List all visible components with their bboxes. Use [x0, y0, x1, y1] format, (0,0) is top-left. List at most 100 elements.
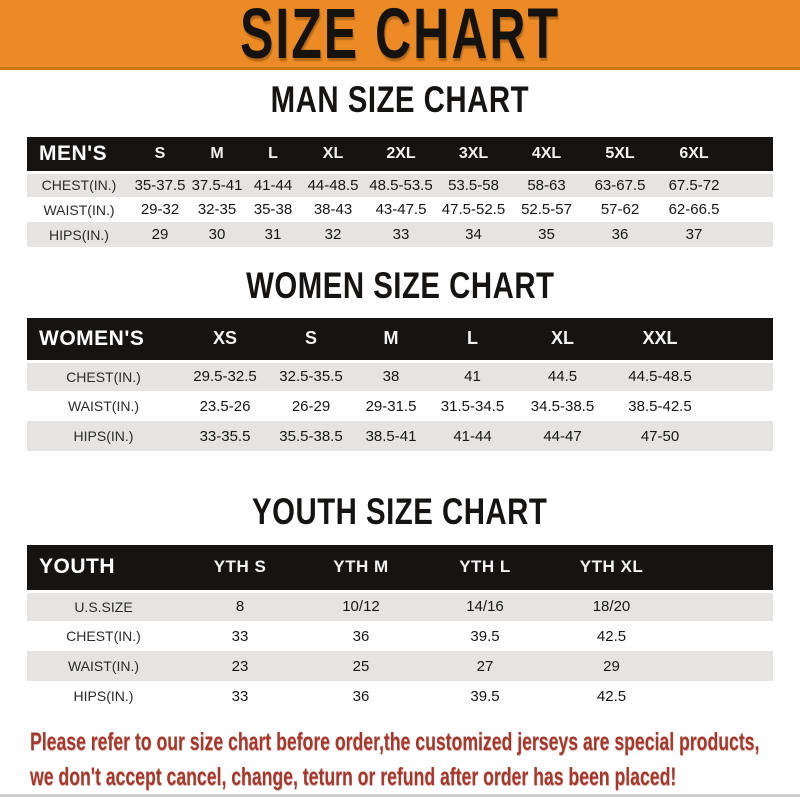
table-row: CHEST(IN.) 29.5-32.5 32.5-35.5 38 41 44.5 44.5…	[27, 361, 773, 391]
youth-section-title: YOUTH SIZE CHART	[0, 492, 800, 532]
size-value: 33	[231, 627, 249, 645]
size-value: 47.5-52.5	[441, 201, 506, 218]
size-value: 39.5	[470, 687, 500, 705]
row-label: U.S.SIZE	[74, 598, 133, 615]
row-label: WAIST(IN.)	[67, 398, 140, 414]
man-section-title-text: MAN SIZE CHART	[270, 80, 530, 121]
size-value: 62-66.5	[668, 201, 720, 218]
youth-section-title-text: YOUTH SIZE CHART	[252, 492, 548, 533]
youth-size-table: YOUTH YTH S YTH M YTH L YTH XL U.S.SIZE 8 10/12…	[27, 545, 773, 711]
size-value: 38	[382, 368, 400, 386]
size-value: 31.5-34.5	[440, 397, 505, 415]
size-value: 48.5-53.5	[369, 176, 433, 194]
row-spacer	[731, 197, 773, 222]
size-value: 58-63	[527, 176, 566, 194]
column-header: S	[304, 328, 317, 349]
table-header-label: MEN'S	[39, 141, 108, 165]
column-header: XL	[550, 328, 574, 349]
row-label: HIPS(IN.)	[49, 226, 109, 243]
size-value: 29	[151, 226, 169, 243]
size-value: 29-31.5	[365, 397, 417, 415]
size-value: 35-38	[253, 201, 293, 218]
size-value: 32.5-35.5	[279, 368, 343, 386]
row-label: HIPS(IN.)	[73, 428, 134, 444]
size-value: 38-43	[313, 201, 353, 218]
size-value: 23	[231, 657, 249, 675]
size-value: 8	[235, 598, 245, 616]
size-value: 37	[685, 226, 703, 243]
row-spacer	[731, 172, 773, 197]
column-header: 5XL	[605, 144, 635, 162]
column-header: L	[268, 144, 278, 162]
size-value: 34.5-38.5	[530, 397, 595, 415]
column-header: L	[467, 328, 478, 349]
banner-title: SIZE CHART	[240, 0, 560, 74]
size-value: 26-29	[291, 397, 331, 415]
size-value: 38.5-41	[365, 427, 417, 445]
column-header: 4XL	[531, 144, 562, 162]
size-value: 33	[392, 226, 410, 243]
table-row: WAIST(IN.) 23 25 27 29	[27, 651, 773, 681]
table-row: CHEST(IN.) 35-37.5 37.5-41 41-44 44-48.5 48.5…	[27, 172, 773, 197]
women-section-title: WOMEN SIZE CHART	[0, 266, 800, 306]
size-value: 33-35.5	[199, 427, 251, 445]
table-row: U.S.SIZE 8 10/12 14/16 18/20	[27, 591, 773, 621]
size-value: 44-48.5	[307, 176, 359, 194]
size-value: 32	[324, 226, 342, 243]
size-value: 63-67.5	[594, 176, 646, 194]
size-value: 31	[264, 226, 282, 243]
man-section-title: MAN SIZE CHART	[0, 80, 800, 120]
size-value: 27	[476, 657, 494, 675]
row-spacer	[710, 361, 773, 391]
row-label: WAIST(IN.)	[43, 201, 115, 218]
size-value: 32-35	[197, 201, 237, 218]
footer-line-1: Please refer to our size chart before or…	[30, 728, 760, 757]
footer-line-1-wrap: Please refer to our size chart before or…	[30, 726, 790, 761]
column-header: 6XL	[679, 144, 709, 162]
footer-line-2: we don't accept cancel, change, teturn o…	[30, 763, 677, 792]
table-row: WAIST(IN.) 29-32 32-35 35-38 38-43 43-47.5 47.…	[27, 197, 773, 222]
size-value: 35-37.5	[134, 176, 186, 194]
size-value: 35.5-38.5	[279, 427, 343, 445]
size-value: 34	[465, 226, 482, 243]
women-section-title-text: WOMEN SIZE CHART	[245, 266, 555, 307]
size-value: 44.5	[547, 368, 578, 386]
size-value: 38.5-42.5	[628, 397, 692, 415]
column-header: 2XL	[386, 144, 416, 162]
column-header: XXL	[642, 328, 678, 349]
row-label: WAIST(IN.)	[67, 658, 140, 674]
size-value: 41	[464, 368, 481, 386]
row-label: CHEST(IN.)	[66, 628, 141, 644]
row-label: HIPS(IN.)	[73, 688, 134, 704]
column-header: XS	[212, 328, 237, 349]
row-spacer	[675, 651, 773, 681]
table-row: HIPS(IN.) 29 30 31 32 33 34 35 36 37	[27, 222, 773, 247]
size-value: 29-32	[140, 201, 180, 218]
column-header: S	[154, 144, 166, 162]
column-header: YTH M	[333, 557, 389, 577]
size-value: 41-44	[253, 176, 293, 194]
table-row: WAIST(IN.) 23.5-26 26-29 29-31.5 31.5-34.5 34…	[27, 391, 773, 421]
size-value: 18/20	[592, 598, 631, 616]
size-value: 43-47.5	[375, 201, 427, 218]
size-value: 41-44	[453, 427, 492, 445]
size-value: 39.5	[470, 627, 500, 645]
table-header-label: YOUTH	[39, 555, 115, 579]
bottom-divider	[0, 794, 800, 797]
table-header-row: YOUTH YTH S YTH M YTH L YTH XL	[27, 545, 773, 591]
column-header: M	[383, 328, 399, 349]
row-spacer	[675, 621, 773, 651]
column-header: XL	[322, 144, 344, 162]
size-value: 36	[611, 226, 629, 243]
column-header: YTH L	[459, 557, 511, 577]
size-value: 37.5-41	[191, 176, 243, 194]
table-row: HIPS(IN.) 33-35.5 35.5-38.5 38.5-41 41-44 44-…	[27, 421, 773, 451]
header-spacer	[710, 318, 773, 361]
column-header: 3XL	[458, 144, 489, 162]
womens-size-table: WOMEN'S XS S M L XL XXL CHEST(IN.) 29.5-32.5 32.5…	[27, 318, 773, 451]
row-label: CHEST(IN.)	[41, 177, 117, 194]
table-row: HIPS(IN.) 33 36 39.5 42.5	[27, 681, 773, 711]
footer-line-2-wrap: we don't accept cancel, change, teturn o…	[30, 761, 790, 796]
size-value: 57-62	[600, 201, 640, 218]
size-value: 47-50	[640, 427, 680, 445]
